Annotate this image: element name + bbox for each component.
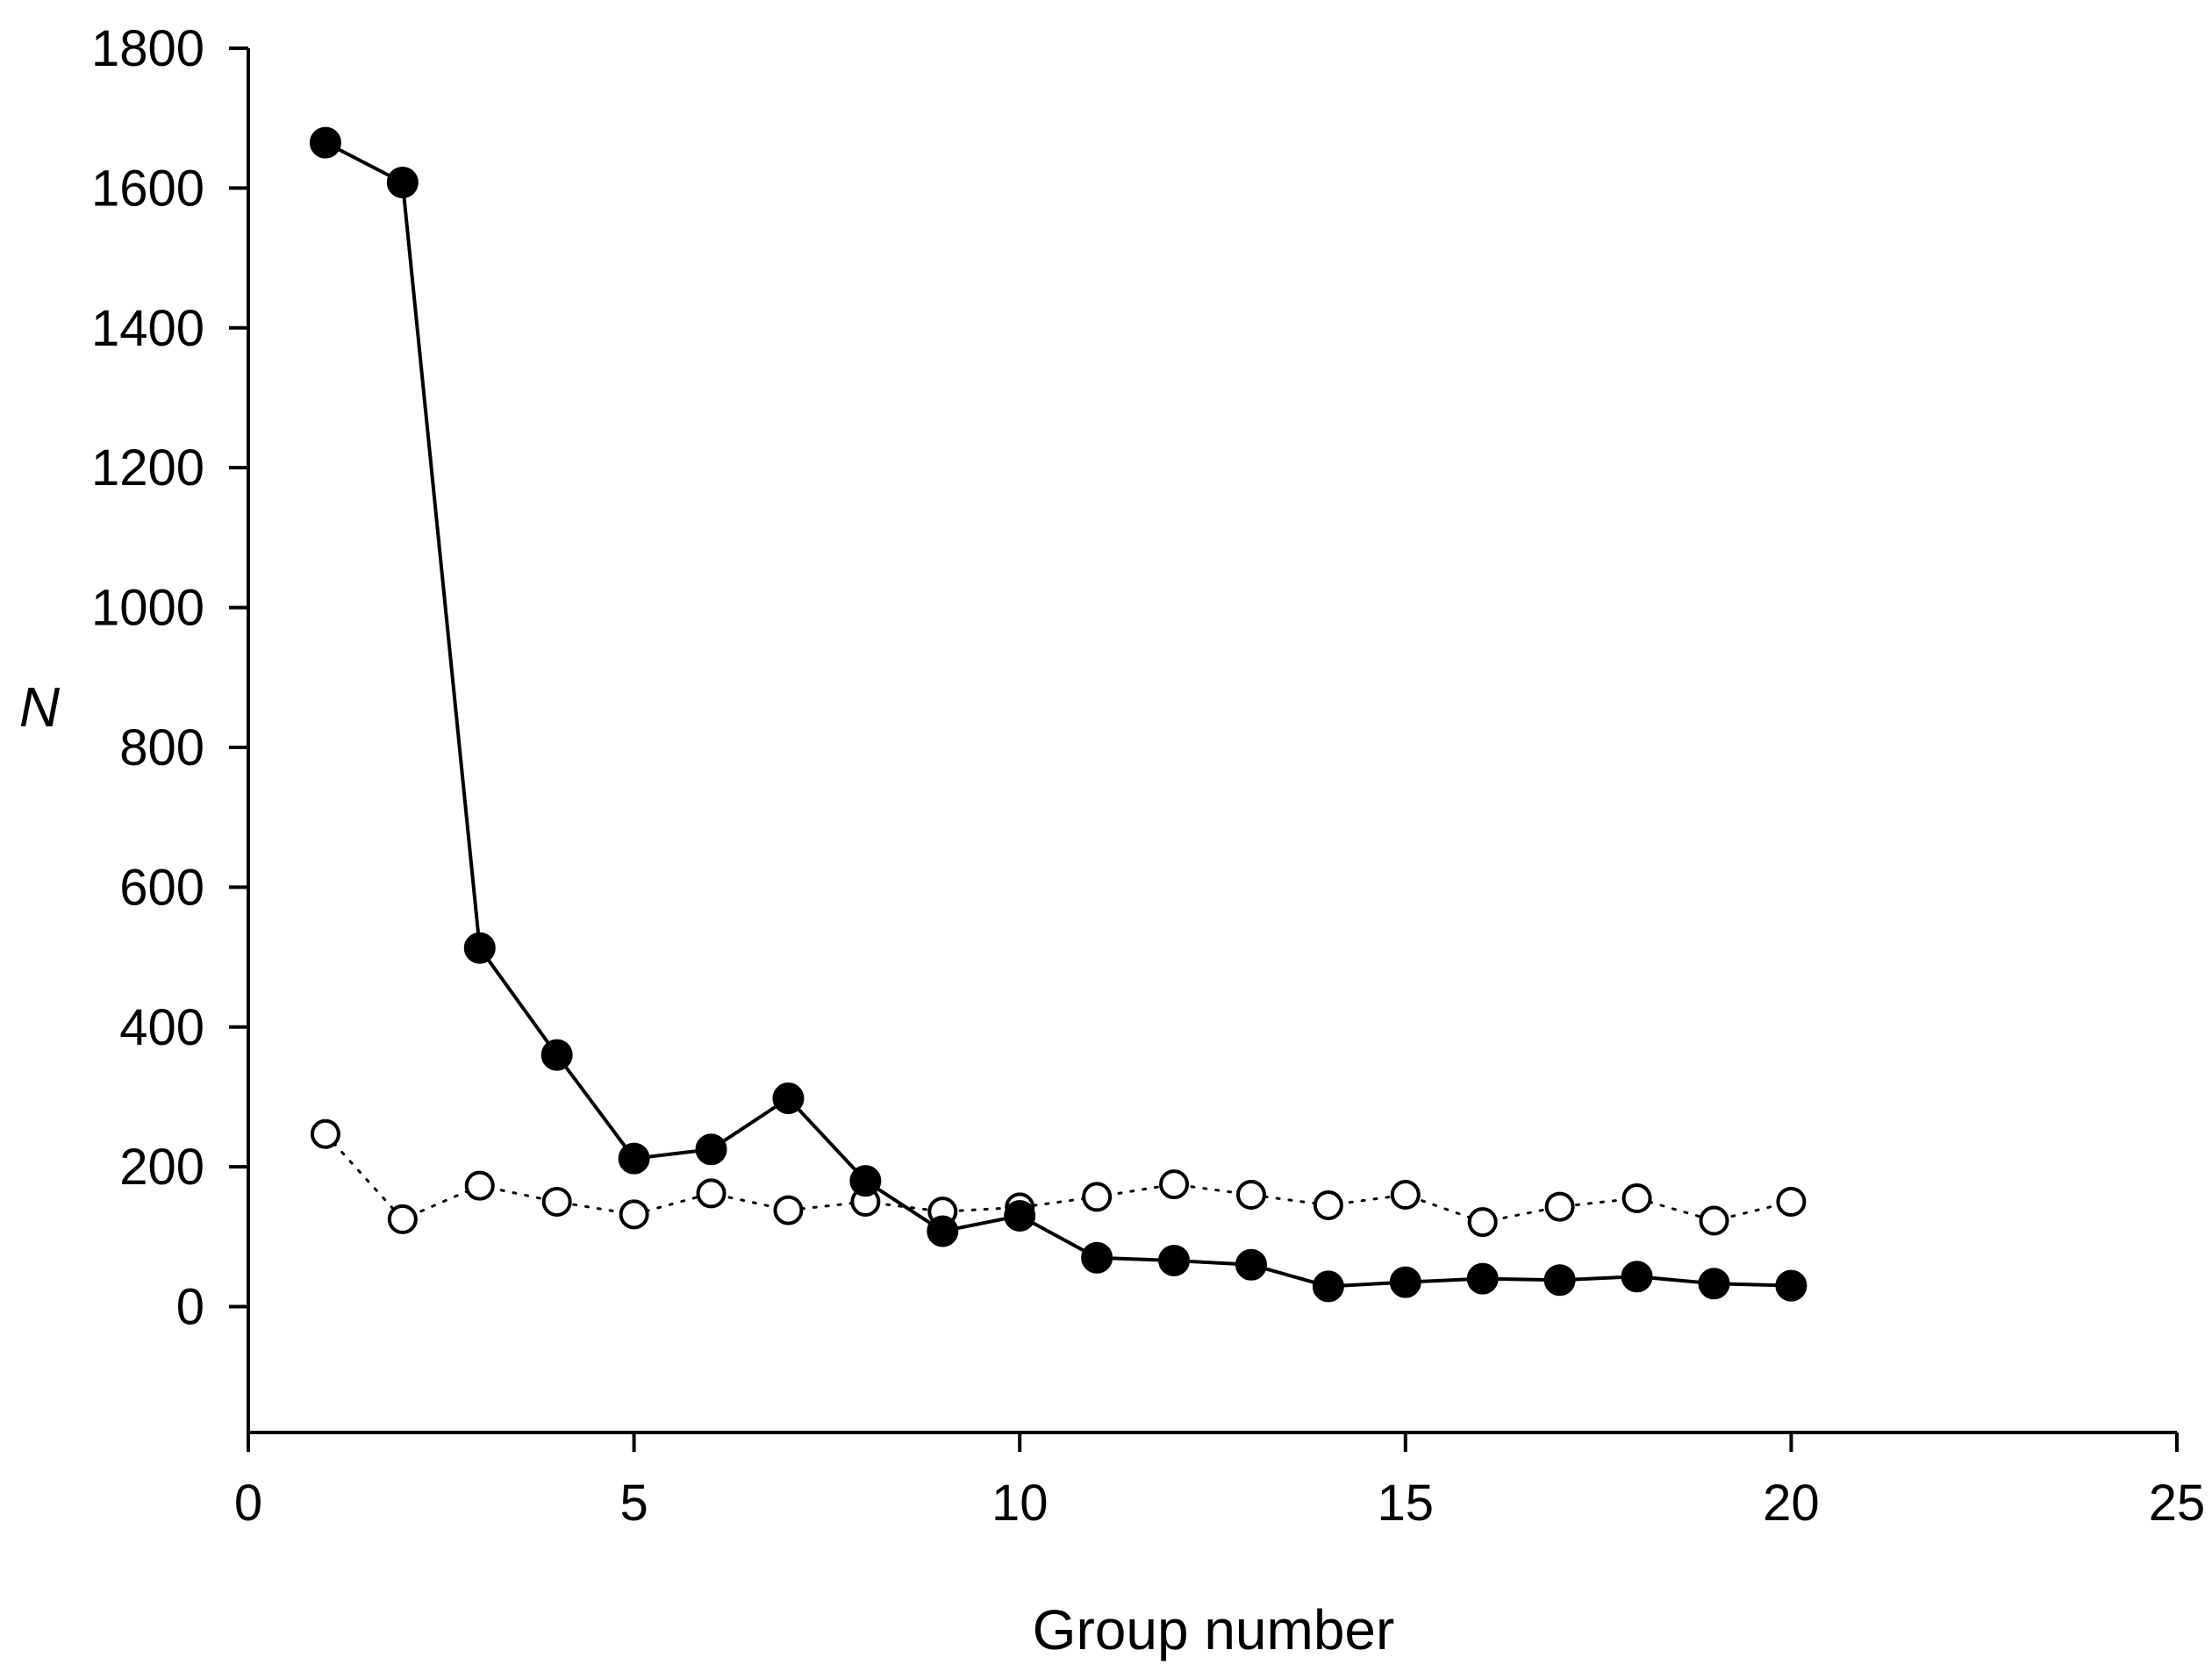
x-tick-label: 25 [2149, 1475, 2206, 1532]
x-tick-label: 0 [234, 1475, 262, 1532]
data-point [309, 126, 341, 159]
data-point [1776, 1187, 1807, 1217]
y-axis-ticks: 0 200 400 600 800 1000 1200 1400 1600 1800 [91, 20, 248, 1336]
y-tick-label: 600 [119, 859, 204, 916]
data-point [464, 1170, 495, 1201]
data-point [1698, 1268, 1730, 1300]
data-point [1621, 1183, 1652, 1214]
x-axis-ticks: 0 5 10 15 20 25 [234, 1433, 2205, 1532]
x-tick-label: 15 [1378, 1475, 1435, 1532]
data-point [1775, 1269, 1808, 1302]
data-point [773, 1195, 804, 1225]
data-point [1082, 1182, 1113, 1212]
data-point [1004, 1199, 1036, 1232]
data-point [387, 1204, 418, 1234]
data-point [540, 1039, 573, 1071]
axes [247, 48, 2177, 1434]
data-point [772, 1082, 805, 1115]
y-tick-label: 1400 [91, 300, 204, 357]
series-2 [310, 1118, 1807, 1238]
data-point [310, 1118, 340, 1149]
y-tick-label: 400 [119, 999, 204, 1056]
data-point [541, 1187, 572, 1217]
data-point [1544, 1191, 1575, 1222]
y-tick-label: 1200 [91, 439, 204, 497]
data-point [463, 932, 496, 964]
data-point [1235, 1248, 1267, 1281]
y-tick-label: 0 [176, 1279, 204, 1336]
y-tick-label: 1000 [91, 580, 204, 637]
x-tick-label: 10 [991, 1475, 1049, 1532]
data-point [1699, 1205, 1729, 1236]
data-point [1159, 1169, 1190, 1200]
y-tick-label: 800 [119, 719, 204, 776]
data-point [1081, 1241, 1113, 1274]
data-point [1158, 1244, 1191, 1276]
data-point [1621, 1261, 1653, 1293]
data-point [1390, 1180, 1421, 1211]
data-point [618, 1142, 650, 1175]
y-axis-title: N [19, 675, 61, 739]
y-tick-label: 200 [119, 1139, 204, 1196]
data-point [1389, 1266, 1421, 1298]
y-tick-label: 1800 [91, 20, 204, 77]
data-point [1235, 1180, 1266, 1211]
data-point [1467, 1207, 1498, 1238]
data-point [696, 1178, 727, 1209]
data-point [927, 1215, 959, 1247]
x-tick-label: 5 [619, 1475, 648, 1532]
data-point [1543, 1264, 1576, 1297]
y-tick-label: 1600 [91, 160, 204, 217]
data-point [1312, 1270, 1344, 1303]
series-line [325, 140, 1792, 1289]
data-point [1466, 1262, 1499, 1295]
data-point [619, 1199, 649, 1230]
data-point [695, 1133, 727, 1166]
x-axis-title: Group number [1033, 1598, 1395, 1661]
series-1 [309, 126, 1808, 1303]
data-point [1313, 1190, 1343, 1220]
x-tick-label: 20 [1763, 1475, 1820, 1532]
data-point [386, 167, 419, 199]
series-line [324, 1132, 1793, 1224]
series-layer [309, 126, 1808, 1303]
data-point [849, 1165, 882, 1197]
